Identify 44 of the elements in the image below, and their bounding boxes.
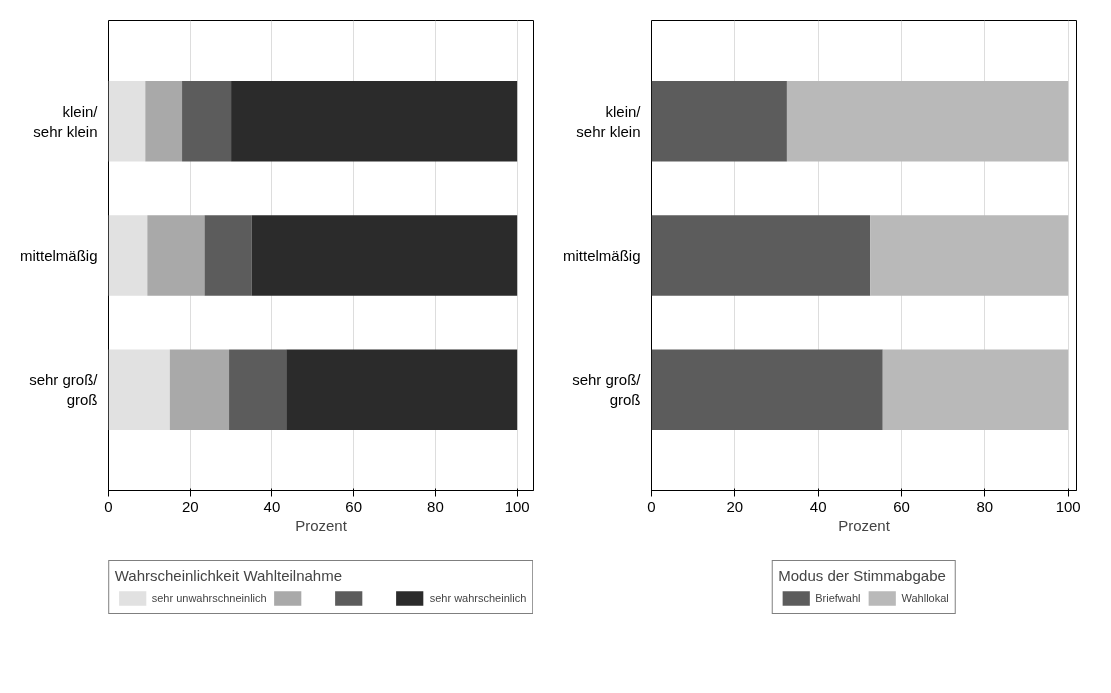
legend-label: Briefwahl bbox=[815, 591, 861, 604]
bar bbox=[882, 349, 1069, 431]
x-axis-title: Prozent bbox=[295, 516, 348, 534]
x-tick-label: 40 bbox=[263, 497, 281, 515]
x-tick-label: 80 bbox=[976, 497, 994, 515]
bar bbox=[786, 80, 1069, 162]
x-tick-label: 80 bbox=[427, 497, 444, 515]
y-tick-label: klein/ sehr klein bbox=[576, 102, 642, 140]
bar bbox=[229, 349, 287, 431]
legend-title: Wahrscheinlichkeit Wahlteilnahme bbox=[114, 566, 344, 584]
bar bbox=[651, 349, 883, 431]
x-tick-label: 100 bbox=[504, 497, 530, 515]
bar bbox=[651, 215, 871, 296]
bar bbox=[651, 80, 787, 162]
legend-label: Wahllokal bbox=[901, 591, 949, 604]
x-tick-label: 20 bbox=[726, 497, 744, 515]
bar bbox=[286, 349, 518, 431]
x-tick-label: 60 bbox=[893, 497, 910, 515]
bar bbox=[870, 215, 1069, 296]
y-tick-label: mittelmäßig bbox=[562, 247, 641, 264]
y-tick-label: sehr groß/ groß bbox=[572, 371, 642, 409]
bar bbox=[182, 80, 232, 162]
bar bbox=[147, 215, 205, 296]
x-tick-label: 100 bbox=[1055, 497, 1081, 515]
x-tick-label: 20 bbox=[181, 497, 199, 515]
bar bbox=[145, 80, 183, 162]
x-tick-label: 0 bbox=[104, 497, 113, 515]
y-tick-label: sehr groß/ groß bbox=[29, 371, 99, 409]
bar bbox=[108, 349, 170, 431]
y-tick-label: mittelmäßig bbox=[19, 247, 98, 264]
x-tick-label: 0 bbox=[647, 497, 656, 515]
bar bbox=[204, 215, 252, 296]
x-axis-title: Prozent bbox=[838, 516, 891, 534]
bar bbox=[108, 80, 146, 162]
bar bbox=[108, 215, 148, 296]
bar bbox=[231, 80, 518, 162]
bar bbox=[251, 215, 518, 296]
legend-label: sehr unwahrschneinlich bbox=[151, 591, 267, 604]
bar bbox=[169, 349, 230, 431]
y-tick-label: klein/ sehr klein bbox=[33, 102, 99, 140]
x-tick-label: 60 bbox=[345, 497, 363, 515]
legend-title: Modus der Stimmabgabe bbox=[778, 566, 947, 584]
legend-label: sehr wahrscheinlich bbox=[429, 591, 527, 604]
x-tick-label: 40 bbox=[809, 497, 827, 515]
